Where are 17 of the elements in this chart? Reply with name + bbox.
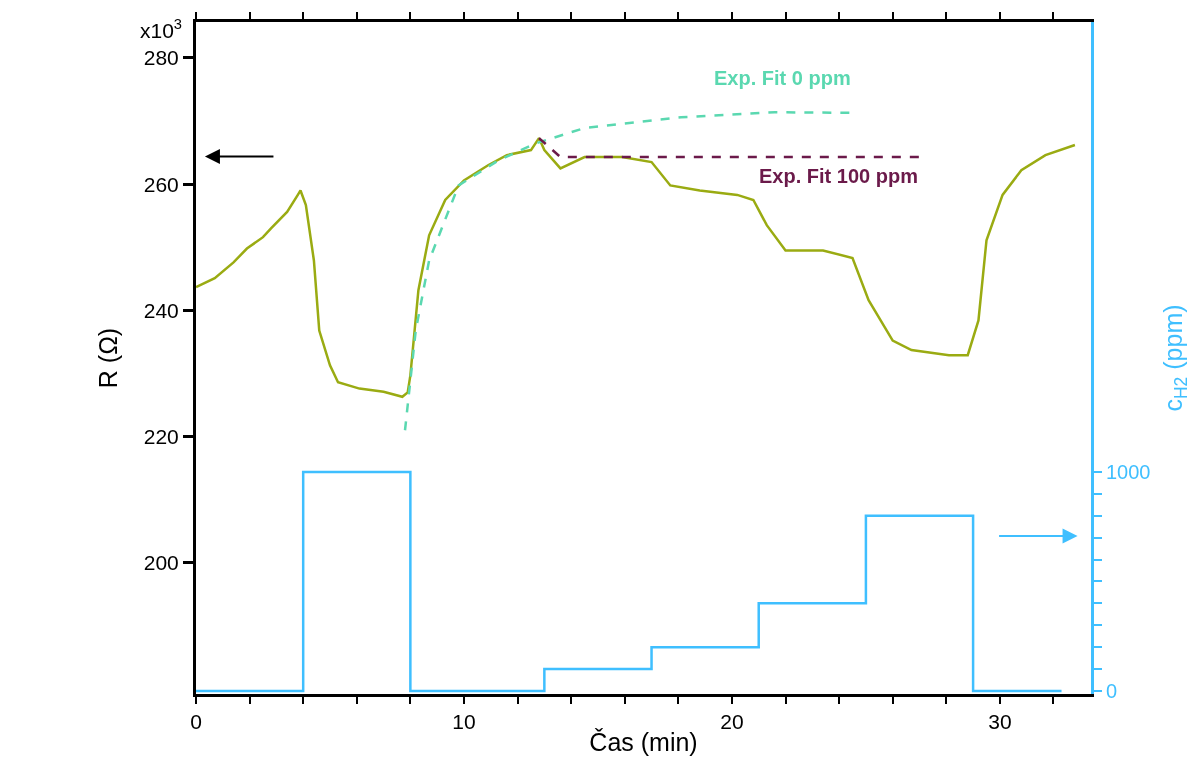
x-tick-label: 20 xyxy=(720,710,744,734)
y-tick-label: 260 xyxy=(143,172,179,196)
text: x10$^{3}$ xyxy=(140,16,183,42)
y-tick-label: 220 xyxy=(143,424,179,448)
x-tick-label: 10 xyxy=(452,710,476,734)
series-label: Exp. Fit 0 ppm xyxy=(714,67,851,89)
y-tick-label: 240 xyxy=(143,298,179,322)
x-tick-label: 0 xyxy=(190,710,202,734)
y-axis-title: R (Ω) xyxy=(93,327,122,389)
x-axis-title: Čas (min) xyxy=(589,728,698,757)
y-tick-label: 200 xyxy=(143,551,179,575)
y2-tick-label: 0 xyxy=(1106,679,1118,702)
line-series xyxy=(196,136,1077,399)
y-tick-label: 280 xyxy=(143,46,179,70)
y2-tick-label: 1000 xyxy=(1106,460,1151,483)
series-label: Exp. Fit 100 ppm xyxy=(759,165,918,187)
x-tick-label: 30 xyxy=(988,710,1012,734)
